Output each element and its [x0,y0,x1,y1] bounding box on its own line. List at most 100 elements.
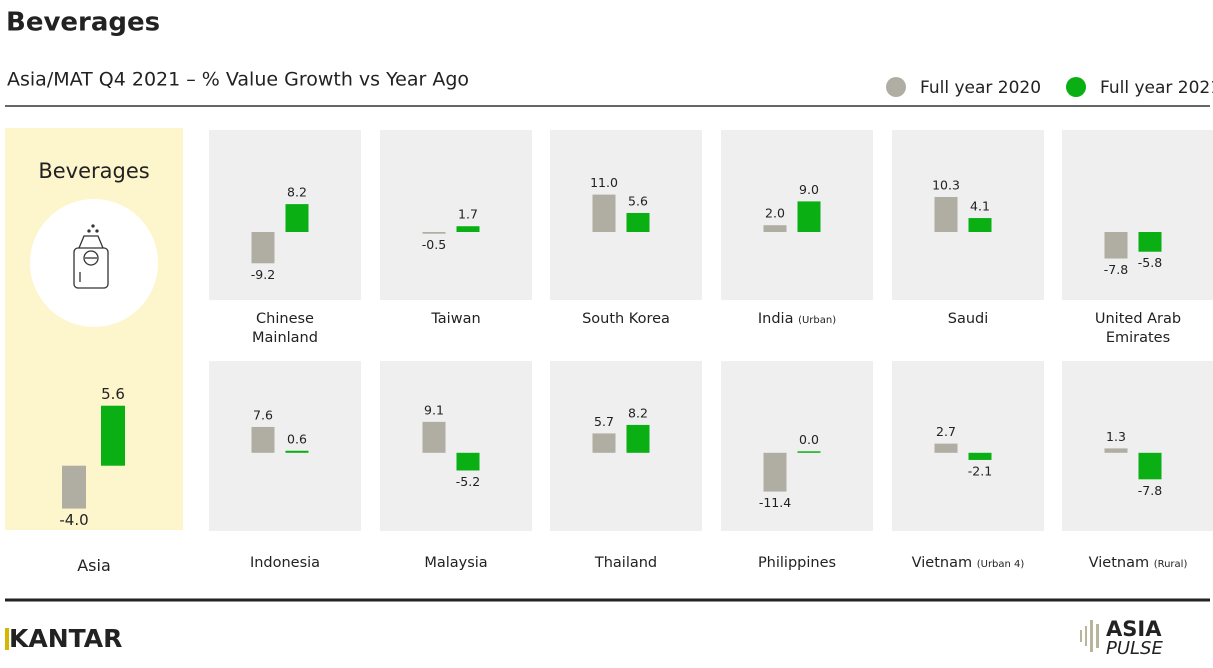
chart-panel [380,361,532,531]
value-label: 7.6 [253,407,273,422]
subtitle: Asia/MAT Q4 2021 – % Value Growth vs Yea… [7,69,469,91]
chart-panel [1062,130,1213,300]
chart-title: Vietnam (Rural) [1058,554,1213,574]
chart-title-box: Vietnam (Urban 4) [888,554,1048,574]
bar [626,424,650,453]
chart-title-box: Malaysia [376,554,536,573]
chart-title-box: Chinese Mainland [205,310,365,348]
legend-swatch [1066,77,1086,97]
chart-panel [550,361,702,531]
brand-accent [5,628,9,650]
asia-panel [5,128,183,530]
title-note: (Urban 4) [976,559,1025,570]
legend-swatch [886,77,906,97]
chart-title-box: India (Urban) [717,310,877,330]
chart-title-box: Indonesia [205,554,365,573]
brand: KANTAR [9,624,122,653]
value-label: -5.8 [1138,255,1162,270]
bar [968,452,992,460]
title-text: Saudi [947,311,989,327]
value-label: 8.2 [287,185,307,200]
value-label: 10.3 [932,177,960,192]
chart-title: South Korea [546,310,706,329]
logo-bottom: PULSE [1106,638,1163,659]
chart-title-box: Philippines [717,554,877,573]
chart-title-box: Asia [14,556,174,575]
value-label: -0.5 [422,237,446,252]
value-label: -9.2 [251,267,275,282]
chart-title: Thailand [546,554,706,573]
title-note: (Urban) [798,315,837,326]
chart-title-box: Taiwan [376,310,536,329]
chart-title: India (Urban) [717,310,877,330]
chart-title: Asia [14,556,174,575]
value-label: 5.6 [628,193,648,208]
chart-title: Chinese Mainland [205,310,365,348]
chart-title: Taiwan [376,310,536,329]
bar [1104,232,1128,259]
value-label: 5.7 [594,414,614,429]
chart-panel [721,361,873,531]
chart-panel [550,130,702,300]
chart-panel [209,130,361,300]
chart-title: Philippines [717,554,877,573]
chart-panel [209,361,361,531]
bar [251,426,275,453]
title-text: Asia [77,556,111,575]
bar [101,405,125,466]
bar [1138,232,1162,252]
chart-panel [380,130,532,300]
chart-title-box: Saudi [888,310,1048,329]
chart-title: Saudi [888,310,1048,329]
bar [422,421,446,453]
beverage-icon [73,224,109,289]
bar [763,452,787,492]
bar [456,226,480,232]
value-label: 2.0 [765,206,785,221]
bar [592,194,616,232]
value-label: 2.7 [936,424,956,439]
value-label: 5.6 [101,385,125,403]
icon-circle [30,199,158,327]
bar [934,443,958,453]
chart-panel [721,130,873,300]
value-label: 0.6 [287,431,307,446]
bar [626,212,650,232]
value-label: -4.0 [59,511,88,529]
title-text: United Arab Emirates [1094,311,1182,346]
bar [285,450,309,453]
chart-title: Indonesia [205,554,365,573]
chart-title-box: South Korea [546,310,706,329]
title-text: Philippines [757,555,837,571]
chart-title: Malaysia [376,554,536,573]
bar [797,201,821,232]
bar [1104,448,1128,453]
title-text: Vietnam [1088,555,1150,571]
logo-top: ASIA [1106,617,1162,641]
page-title: Beverages [6,8,160,38]
chart-title: Vietnam (Urban 4) [888,554,1048,574]
logo-bars [1080,620,1099,652]
value-label: 9.1 [424,402,444,417]
bar [62,465,86,509]
panel-title: Beverages [38,159,149,183]
legend-label: Full year 2020 [920,78,1041,98]
bar [592,433,616,453]
bar [422,232,446,234]
title-text: Indonesia [249,555,321,571]
value-label: 9.0 [799,182,819,197]
chart-title-box: Thailand [546,554,706,573]
chart-title: United Arab Emirates [1058,310,1213,348]
title-text: Vietnam [911,555,973,571]
bar [1138,452,1162,480]
bar [763,225,787,232]
value-label: 4.1 [970,199,990,214]
title-text: Chinese Mainland [252,311,318,346]
chart-panel [1062,361,1213,531]
title-text: Thailand [594,555,658,571]
value-label: 0.0 [799,432,819,447]
value-label: 11.0 [590,175,618,190]
title-text: Taiwan [431,311,481,327]
value-label: -11.4 [759,495,791,510]
